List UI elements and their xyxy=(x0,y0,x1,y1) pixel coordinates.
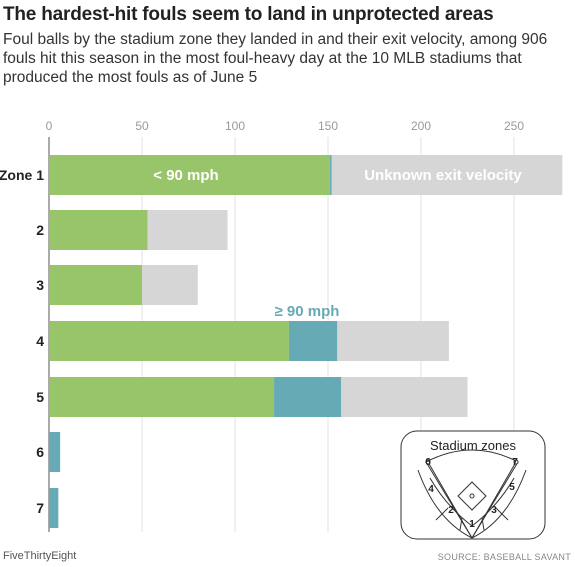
chart-title: The hardest-hit fouls seem to land in un… xyxy=(3,4,494,25)
zone-divider-4 xyxy=(481,517,485,531)
zone-label-1: 1 xyxy=(469,519,475,530)
series-label-under-90: < 90 mph xyxy=(153,167,218,184)
stadium-zones-inset: Stadium zones 1 2 3 4 5 6 7 xyxy=(400,430,546,540)
zone-divider-1 xyxy=(435,507,449,521)
x-axis-ticks: 0 50 100 150 200 250 xyxy=(46,119,525,133)
bar-4-series-1 xyxy=(49,321,289,361)
zone-label-3: 3 xyxy=(491,505,497,516)
category-label-3: 3 xyxy=(36,277,44,293)
category-label-1: Zone 1 xyxy=(0,167,44,183)
zone-label-2: 2 xyxy=(448,505,454,516)
bar-1-series-3 xyxy=(331,155,563,195)
series-label-over-90: ≥ 90 mph xyxy=(275,303,340,320)
inset-title: Stadium zones xyxy=(430,438,516,453)
bar-7-series-2 xyxy=(49,488,59,528)
infield-diamond xyxy=(457,481,487,511)
zone-divider-3 xyxy=(459,517,463,531)
bar-2-series-1 xyxy=(49,210,148,250)
foul-pole-left xyxy=(425,459,431,465)
category-label-7: 7 xyxy=(36,500,44,516)
chart-subtitle: Foul balls by the stadium zone they land… xyxy=(3,31,548,86)
bar-5-series-3 xyxy=(341,377,468,417)
foul-pole-right xyxy=(513,459,519,465)
bar-3-series-3 xyxy=(142,265,198,305)
bar-6-series-2 xyxy=(49,432,61,472)
category-label-5: 5 xyxy=(36,389,44,405)
category-label-6: 6 xyxy=(36,444,44,460)
stands-outer xyxy=(417,469,527,539)
bar-1-series-2 xyxy=(329,155,332,195)
stands-inner xyxy=(429,477,515,527)
bar-labels: Zone 1 2 3 4 5 6 7 < 90 mph Unknown exit velocit… xyxy=(0,167,522,516)
bar-4-series-3 xyxy=(337,321,449,361)
x-tick-150: 150 xyxy=(318,119,338,133)
x-tick-200: 200 xyxy=(411,119,431,133)
category-label-4: 4 xyxy=(36,333,44,349)
zone-label-6: 6 xyxy=(425,457,431,468)
x-tick-50: 50 xyxy=(135,119,149,133)
source-label: SOURCE: BASEBALL SAVANT xyxy=(437,552,571,562)
zone-label-5: 5 xyxy=(509,482,515,493)
x-tick-250: 250 xyxy=(504,119,524,133)
bar-4-series-2 xyxy=(288,321,338,361)
bar-5-series-1 xyxy=(49,377,275,417)
zone-label-4: 4 xyxy=(428,484,434,495)
bar-1-series-1 xyxy=(49,155,330,195)
zone-label-7: 7 xyxy=(512,457,518,468)
bar-3-series-1 xyxy=(49,265,142,305)
bar-5-series-2 xyxy=(274,377,342,417)
bars xyxy=(49,155,563,528)
x-tick-100: 100 xyxy=(225,119,245,133)
x-tick-0: 0 xyxy=(46,119,53,133)
foul-line-right xyxy=(471,461,517,539)
zone-divider-2 xyxy=(495,507,509,521)
series-label-unknown: Unknown exit velocity xyxy=(364,167,522,184)
pitchers-mound xyxy=(469,493,475,499)
foul-line-left xyxy=(427,461,473,539)
category-label-2: 2 xyxy=(36,222,44,238)
bar-2-series-3 xyxy=(147,210,228,250)
brand-label: FiveThirtyEight xyxy=(3,550,77,562)
